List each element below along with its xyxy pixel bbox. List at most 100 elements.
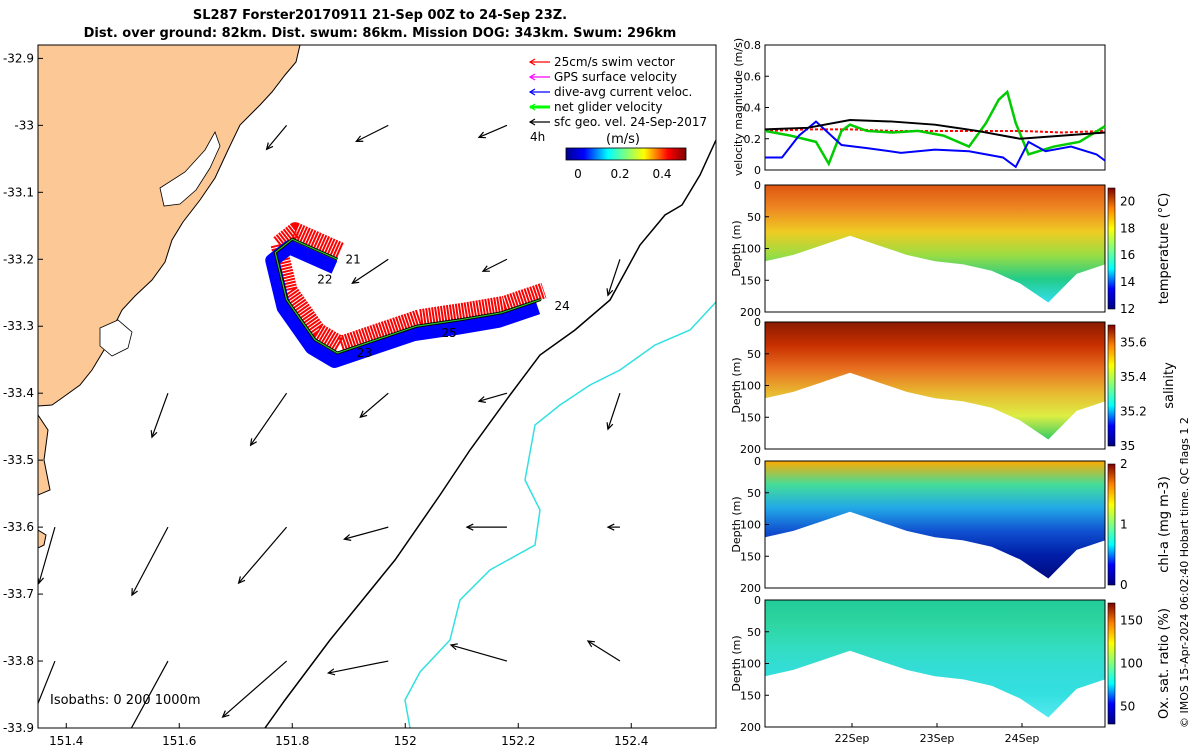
legend-label-0: 25cm/s swim vector (554, 55, 675, 69)
geo-vector-arrow (38, 660, 56, 706)
colorbar-tick: 12 (1120, 302, 1135, 316)
depth-tick: 0 (754, 316, 761, 329)
map-lon-tick-2: 151.8 (275, 734, 309, 748)
depth-tick: 200 (740, 721, 761, 734)
map-lat-tick-7: -33.6 (3, 520, 34, 534)
geo-vector-arrow (606, 393, 621, 431)
geo-vector-arrow (477, 124, 508, 139)
velocity-series-1 (764, 89, 1106, 167)
net-velocity-line (274, 238, 542, 354)
lake-1 (159, 131, 221, 207)
depth-label-3: Depth (m) (730, 635, 743, 691)
section-fill-1 (765, 322, 1105, 440)
legend-item-1: GPS surface velocity (528, 70, 677, 84)
depth-label-2: Depth (m) (730, 496, 743, 552)
map-lat-tick-0: -32.9 (3, 51, 34, 65)
legend-label-3: net glider velocity (554, 100, 662, 114)
map-lat-tick-9: -33.8 (3, 654, 34, 668)
depth-tick: 100 (740, 519, 761, 532)
depth-tick: 100 (740, 380, 761, 393)
section-label-2: chl-a (mg m-3) (1157, 476, 1172, 573)
geo-vector-arrow (477, 392, 508, 403)
geo-vector-arrow (586, 640, 621, 662)
colorbar-tick: 0 (1120, 578, 1128, 592)
isobath-1000m (404, 301, 716, 728)
geo-vector-arrow (221, 660, 287, 718)
depth-tick: 50 (747, 348, 761, 361)
geo-vector-arrow (265, 124, 288, 151)
section-panel-0: 0 50 100 150 200 Depth (m) 12 14 16 18 20 temperatu… (730, 179, 1172, 319)
geo-vector-arrow (237, 526, 288, 585)
geo-vector-arrow (355, 124, 389, 142)
legend-item-4: sfc geo. vel. 24-Sep-2017 (528, 115, 707, 129)
lake-2 (99, 319, 133, 357)
depth-tick: 0 (754, 455, 761, 468)
depth-tick: 150 (740, 689, 761, 702)
land-fragment-2 (38, 529, 47, 549)
depth-label-0: Depth (m) (730, 220, 743, 276)
map-lat-tick-1: -33 (14, 118, 34, 132)
depth-tick: 100 (740, 658, 761, 671)
depth-tick: 0 (754, 179, 761, 192)
depth-tick: 100 (740, 243, 761, 256)
colorbar-tick: 150 (1120, 613, 1143, 627)
section-colorbar-1 (1107, 324, 1116, 447)
geo-vector-arrow (606, 523, 620, 531)
colorbar-tick: 100 (1120, 657, 1143, 671)
velocity-ytick-1: 0.2 (744, 133, 762, 146)
depth-tick: 150 (740, 550, 761, 563)
current-vector-band (265, 240, 541, 369)
velocity-ytick-2: 0.4 (744, 102, 762, 115)
depth-tick: 50 (747, 626, 761, 639)
colorbar-tick-0: 0 (574, 167, 582, 181)
map-lon-tick-4: 152.2 (501, 734, 535, 748)
geo-vector-arrow (131, 526, 169, 597)
map-lat-tick-6: -33.5 (3, 453, 34, 467)
legend-label-4: sfc geo. vel. 24-Sep-2017 (554, 115, 707, 129)
day-label-22: 22 (317, 272, 332, 286)
chart-title-line1: SL287 Forster20170911 21-Sep 00Z to 24-S… (192, 8, 568, 23)
geo-vector-arrow (606, 259, 621, 297)
geo-vector-arrow (342, 526, 389, 541)
map-lat-tick-2: -33.1 (3, 185, 34, 199)
geo-vector-arrow (326, 660, 389, 676)
legend-extra: 4h (530, 130, 545, 144)
legend-item-2: dive-avg current veloc. (528, 85, 692, 99)
day-label-23: 23 (357, 346, 372, 360)
section-label-3: Ox. sat. ratio (%) (1157, 608, 1172, 719)
section-panel-2: 0 50 100 150 200 Depth (m) 0 1 2 chl-a (mg m-3) (730, 455, 1172, 595)
swim-vector-band (270, 222, 547, 353)
colorbar-tick: 35.4 (1120, 370, 1147, 384)
velocity-ytick-4: 0.8 (744, 39, 762, 52)
depth-label-1: Depth (m) (730, 357, 743, 413)
geostrophic-velocity-vectors (38, 124, 621, 728)
map-lat-tick-3: -33.2 (3, 252, 34, 266)
colorbar-tick: 1 (1120, 518, 1128, 532)
map-lat-tick-4: -33.3 (3, 319, 34, 333)
map-lon-tick-3: 152 (394, 734, 417, 748)
isobath-200m (264, 139, 716, 728)
section-colorbar-2 (1107, 463, 1116, 586)
time-tick-0: 22Sep (835, 732, 870, 745)
colorbar-tick: 35.2 (1120, 404, 1147, 418)
land-mass (38, 45, 301, 407)
day-label-21: 21 (345, 252, 360, 266)
geo-vector-arrow (449, 643, 508, 662)
map-lat-tick-8: -33.7 (3, 587, 34, 601)
chart-title-line2: Dist. over ground: 82km. Dist. swum: 86k… (83, 26, 677, 41)
colorbar-tick: 35.6 (1120, 335, 1147, 349)
velocity-series-0 (764, 128, 1106, 134)
isobaths-label: Isobaths: 0 200 1000m (50, 693, 201, 708)
depth-tick: 0 (754, 594, 761, 607)
legend-item-3: net glider velocity (528, 100, 662, 114)
glider-track-map: 21 22 23 24 25 151.4 151.6 151.8 152 152.2 152.4 -… (3, 44, 717, 748)
geo-vector-arrow (150, 392, 169, 439)
time-series-panels: 0 0.2 0.4 0.6 0.8 velocity magnitude (m/s) 0… (730, 38, 1177, 745)
velocity-ylabel: velocity magnitude (m/s) (732, 38, 745, 176)
colorbar-tick: 14 (1120, 275, 1135, 289)
depth-tick: 200 (740, 582, 761, 595)
depth-tick: 200 (740, 306, 761, 319)
colorbar-tick: 35 (1120, 439, 1135, 453)
colorbar-tick: 20 (1120, 194, 1135, 208)
glider-track (265, 222, 547, 369)
